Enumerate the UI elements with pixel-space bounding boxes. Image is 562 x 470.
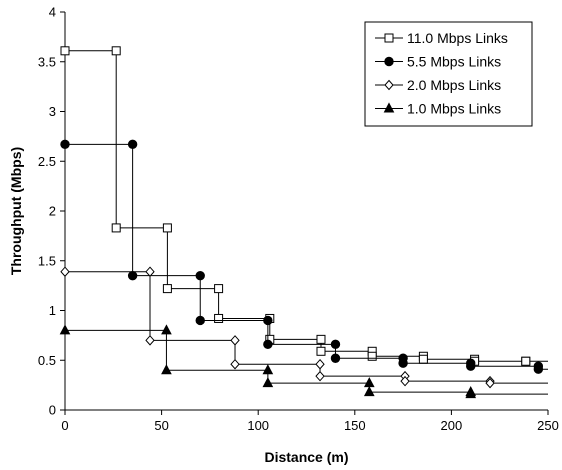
y-axis-title: Throughput (Mbps)	[8, 147, 24, 275]
data-point	[111, 46, 121, 56]
data-point	[60, 46, 70, 56]
y-tick-label: 2	[49, 204, 56, 219]
data-point	[214, 313, 224, 323]
data-point	[330, 353, 341, 363]
series-line	[65, 143, 548, 370]
legend-item: 11.0 Mbps Links	[375, 30, 508, 46]
y-tick-label: 3	[49, 104, 56, 119]
data-point	[262, 364, 274, 375]
y-tick-label: 0	[49, 403, 56, 418]
data-point	[111, 223, 121, 233]
legend: 11.0 Mbps Links 5.5 Mbps Links 2.0 Mbps Li…	[364, 21, 533, 127]
data-point	[263, 315, 273, 326]
legend-label: 2.0 Mbps Links	[407, 77, 501, 93]
data-point	[127, 270, 138, 281]
x-axis-title: Distance (m)	[264, 449, 348, 465]
data-point	[263, 339, 273, 350]
legend-item: 1.0 Mbps Links	[375, 101, 501, 117]
axes: 0 0.5 1 1.5 2 2.5 3 3.5 4 0 50 100 150 200 250	[38, 5, 559, 434]
y-tick-label: 1.5	[38, 253, 56, 268]
data-point	[60, 266, 70, 277]
legend-swatch-marker	[383, 102, 395, 113]
x-tick-label: 50	[154, 418, 168, 433]
data-point	[59, 324, 71, 335]
y-tick-label: 3.5	[38, 54, 56, 69]
data-point	[162, 223, 172, 233]
data-point	[161, 364, 172, 375]
data-point	[262, 377, 274, 388]
data-point	[316, 334, 326, 344]
data-point	[330, 339, 341, 350]
y-tick-label: 2.5	[38, 154, 56, 169]
data-point	[145, 266, 155, 277]
data-point	[315, 370, 325, 382]
legend-swatch-marker	[384, 33, 394, 43]
legend-item: 2.0 Mbps Links	[375, 77, 501, 93]
data-point	[214, 284, 224, 294]
series-3	[60, 266, 548, 389]
data-point	[127, 139, 138, 150]
legend-label: 1.0 Mbps Links	[407, 101, 501, 117]
legend-swatch-marker	[384, 79, 394, 91]
x-tick-label: 250	[537, 418, 559, 433]
x-tick-label: 150	[344, 418, 366, 433]
data-point	[363, 386, 375, 397]
x-tick-label: 100	[247, 418, 269, 433]
series-layer	[59, 46, 548, 399]
y-tick-label: 0.5	[38, 353, 56, 368]
data-point	[195, 315, 205, 326]
data-point	[418, 354, 428, 364]
data-point	[60, 139, 70, 150]
series-2	[60, 139, 548, 374]
data-point	[367, 351, 377, 361]
data-point	[230, 335, 240, 346]
data-point	[230, 358, 240, 370]
data-point	[195, 270, 205, 281]
series-4	[59, 324, 548, 399]
x-tick-label: 200	[441, 418, 463, 433]
data-point	[316, 346, 326, 356]
x-tick-label: 0	[61, 418, 68, 433]
data-point	[533, 364, 544, 374]
data-point	[145, 335, 155, 346]
data-point	[521, 356, 531, 366]
y-tick-label: 4	[49, 5, 56, 20]
data-point	[398, 358, 408, 368]
data-point	[162, 284, 172, 294]
data-point	[315, 358, 325, 370]
legend-label: 5.5 Mbps Links	[407, 54, 501, 70]
data-point	[466, 361, 476, 371]
data-point	[465, 388, 477, 399]
legend-label: 11.0 Mbps Links	[407, 30, 508, 46]
legend-item: 5.5 Mbps Links	[375, 54, 501, 70]
data-point	[161, 324, 172, 335]
y-tick-label: 1	[49, 303, 56, 318]
data-point	[400, 375, 410, 387]
data-point	[485, 377, 495, 389]
legend-swatch-marker	[384, 56, 394, 67]
